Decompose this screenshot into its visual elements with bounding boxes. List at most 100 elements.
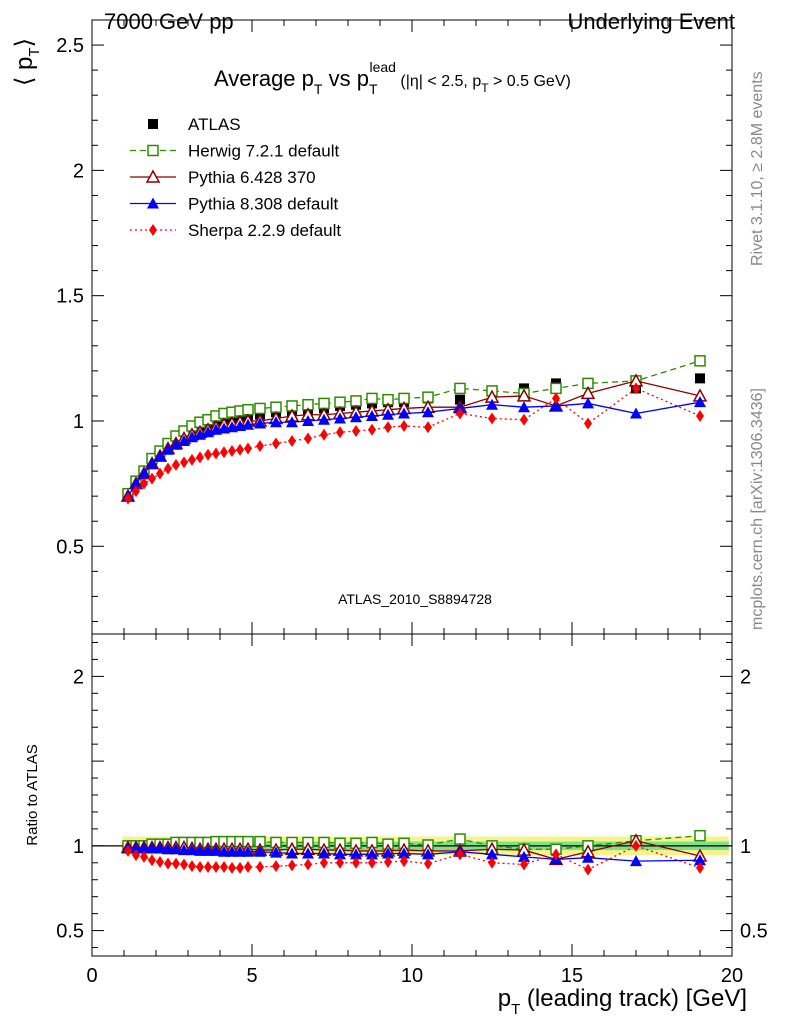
point-sherpa: [256, 440, 264, 453]
point-pythia: [550, 399, 562, 411]
point-sherpa: [244, 442, 252, 455]
point-pythia: [270, 416, 282, 428]
ratio-point-sherpa: [520, 858, 528, 871]
ratio-point-pythia: [270, 846, 282, 858]
ratio-point-sherpa: [368, 856, 376, 869]
point-pythia: [366, 409, 378, 421]
title-sub2: T: [369, 81, 378, 97]
top-frame: [91, 19, 733, 635]
top-ytick-label: 2.5: [56, 35, 84, 57]
point-pythia: [630, 407, 642, 419]
ratio-point-pythia: [302, 847, 314, 859]
ratio-point-pythia: [210, 844, 222, 856]
point-herwig: [242, 403, 254, 416]
point-sherpa: [488, 412, 496, 425]
ratio-point-sherpa: [256, 861, 264, 874]
ratio-line-pythia: [128, 847, 701, 862]
ratio-point-sherpa: [188, 860, 196, 873]
title-part2: vs p: [322, 66, 368, 91]
title-cut-sub: T: [481, 81, 489, 95]
point-pythia: [516, 388, 532, 402]
ratio-point-sherpa: [164, 857, 172, 870]
legend-label: Herwig 7.2.1 default: [188, 142, 339, 161]
point-herwig: [366, 392, 378, 405]
bottom-data: [92, 829, 732, 876]
point-pythia: [302, 414, 314, 426]
ratio-point-pythia: [154, 842, 166, 854]
ratio-plot-panel: 0.5 0.51 12 20 5 10 15 20: [56, 633, 768, 987]
ratio-point-pythia: [286, 847, 298, 859]
point-sherpa: [172, 458, 180, 471]
x-tick-label: 5: [246, 965, 257, 987]
point-pythia: [146, 457, 158, 469]
ratio-point-pythia: [382, 847, 394, 859]
ratio-point-sherpa: [304, 858, 312, 871]
ratio-point-sherpa: [272, 860, 280, 873]
ratio-point-sherpa: [244, 861, 252, 874]
ratio-point-pythia: [254, 845, 266, 857]
ratio-point-sherpa: [384, 855, 392, 868]
ratio-point-sherpa: [696, 861, 704, 874]
point-sherpa: [188, 453, 196, 466]
point-pythia: [130, 477, 142, 489]
ratio-point-sherpa: [424, 857, 432, 870]
ratio-point-pythia: [186, 844, 198, 856]
ratio-point-pythia: [366, 848, 378, 860]
point-sherpa: [212, 447, 220, 460]
ratio-point-sherpa: [172, 857, 180, 870]
legend-marker: [147, 197, 159, 209]
x-axis-label: pT (leading track) [GeV]: [498, 985, 747, 1018]
point-pythia: [582, 397, 594, 409]
x-tick-label: 20: [721, 965, 743, 987]
point-sherpa: [124, 492, 132, 505]
point-sherpa: [164, 462, 172, 475]
ratio-point-pythia: [170, 843, 182, 855]
point-sherpa: [352, 425, 360, 438]
point-sherpa: [632, 382, 640, 395]
bottom-frame: [91, 633, 733, 957]
mcplots-info-label: mcplots.cern.ch [arXiv:1306.3436]: [749, 388, 766, 630]
point-sherpa: [552, 392, 560, 405]
point-sherpa: [400, 419, 408, 432]
point-sherpa: [156, 467, 164, 480]
top-ytick-label: 1.5: [56, 286, 84, 308]
ratio-point-pythia: [178, 844, 190, 856]
ratio-point-pythia: [630, 855, 642, 867]
point-sherpa: [228, 445, 236, 458]
point-sherpa: [204, 448, 212, 461]
point-sherpa: [140, 477, 148, 490]
ratio-point-sherpa: [236, 861, 244, 874]
bottom-ytick-label: 1: [73, 836, 84, 858]
ratio-point-herwig: [454, 833, 466, 845]
ratio-point-pythia: [318, 847, 330, 859]
ratio-point-sherpa: [180, 858, 188, 871]
ratio-point-sherpa: [124, 844, 132, 857]
legend-label: ATLAS: [188, 115, 241, 134]
x-axis-label-main: p: [498, 985, 511, 1012]
point-pythia: [694, 396, 706, 408]
top-ylabel-sub: T: [26, 47, 43, 56]
point-pythia: [178, 435, 190, 447]
x-tick-label: 10: [401, 965, 423, 987]
point-sherpa: [236, 443, 244, 456]
ratio-point-sherpa: [352, 856, 360, 869]
point-herwig: [318, 397, 330, 410]
title-cut2: > 0.5 GeV): [489, 73, 571, 90]
point-sherpa: [368, 423, 376, 436]
ratio-point-sherpa: [320, 856, 328, 869]
point-herwig: [270, 401, 282, 413]
plot-title: Average pT vs pTlead (|η| < 2.5, pT > 0.…: [214, 59, 571, 97]
series-line-sherpa: [127, 387, 701, 500]
point-pythia: [318, 413, 330, 425]
legend-label: Pythia 8.308 default: [188, 195, 339, 214]
point-sherpa: [180, 456, 188, 469]
legend-marker: [147, 144, 159, 157]
point-sherpa: [336, 426, 344, 439]
header-right-label: Underlying Event: [567, 9, 735, 34]
analysis-id-label: ATLAS_2010_S8894728: [338, 591, 492, 607]
ratio-point-sherpa: [156, 855, 164, 868]
ratio-point-pythia: [234, 845, 246, 857]
point-sherpa: [696, 409, 704, 422]
ratio-point-pythia: [202, 844, 214, 856]
